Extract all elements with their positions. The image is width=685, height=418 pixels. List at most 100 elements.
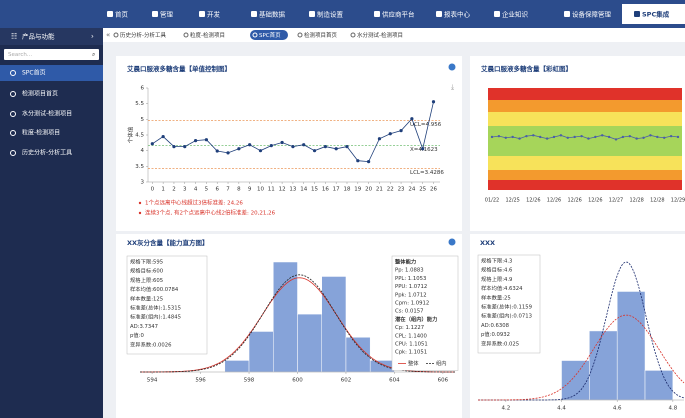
expand-icon[interactable]: ›: [91, 33, 94, 41]
nav-icon: [107, 11, 113, 17]
tab-scroll[interactable]: «: [106, 31, 110, 39]
stat: 规格目标:600: [130, 267, 164, 275]
y-tick-label: 4: [141, 148, 145, 154]
download-icon[interactable]: ⤓: [451, 83, 454, 91]
capability: Pp: 1.0883: [395, 268, 424, 274]
capability: Ppk: 1.0712: [395, 292, 427, 298]
nav-item[interactable]: 报表中心: [444, 10, 471, 19]
point: [635, 137, 638, 140]
sidebar-header: [0, 28, 103, 45]
nav-icon: [564, 11, 570, 17]
x-tick-label: 20: [365, 187, 372, 193]
point: [642, 136, 645, 139]
stat: 标准差(组内):1.4845: [130, 313, 181, 321]
capability: PPL: 1.1053: [395, 276, 426, 282]
x-tick-label: 22: [387, 187, 394, 193]
nav-item[interactable]: 基础数据: [259, 10, 286, 19]
nav-icon: [634, 11, 640, 17]
nav-item[interactable]: 开发: [207, 10, 221, 19]
x-tick-label: 5: [205, 187, 209, 193]
point: [594, 135, 597, 139]
point: [334, 147, 338, 151]
point: [377, 137, 382, 141]
sidebar-item[interactable]: 检测项目首页: [22, 90, 58, 98]
sidebar-item[interactable]: SPC首页: [22, 69, 46, 77]
point: [367, 160, 371, 164]
point: [511, 135, 514, 139]
tab-item[interactable]: 历史分析-分析工具: [120, 31, 166, 39]
nav-item[interactable]: SPC集成: [642, 10, 670, 19]
sidebar-item[interactable]: 粒度-检测项目: [22, 129, 60, 137]
rainbow-bands: [488, 88, 682, 190]
tab-item[interactable]: SPC首页: [259, 31, 281, 39]
x-tick-label: 10: [257, 187, 264, 193]
point: [193, 139, 198, 143]
nav-item[interactable]: 企业知识: [502, 10, 529, 19]
y-tick-label: 3: [141, 180, 145, 186]
point: [573, 135, 576, 139]
x-tick-label: 01/22: [485, 198, 499, 204]
panel: [116, 56, 462, 231]
sidebar-icon: [10, 111, 16, 117]
tab-item[interactable]: 水分测试-检测项目: [357, 31, 403, 39]
point: [490, 135, 494, 139]
tab-item[interactable]: 检测项目首页: [304, 31, 338, 39]
x-tick-label: 4: [194, 187, 198, 193]
bar: [589, 330, 618, 401]
stat: 样本均值:4.6324: [481, 284, 523, 292]
stat: 标准差(组内):0.0713: [481, 312, 532, 320]
nav-item[interactable]: 制造设置: [317, 10, 344, 19]
search-box[interactable]: [4, 49, 99, 60]
y-tick-label: 5: [141, 117, 145, 123]
point: [258, 149, 263, 153]
x-tick-label: 12/26: [547, 198, 561, 204]
point: [150, 142, 154, 146]
capability: CPL: 1.1400: [395, 333, 427, 339]
sidebar-item[interactable]: 水分测试-检测项目: [22, 110, 72, 118]
point: [601, 134, 604, 137]
point: [345, 144, 349, 149]
settings-icon[interactable]: [448, 63, 456, 71]
nav-icon: [309, 11, 315, 17]
point: [356, 159, 360, 163]
sidebar-icon: [10, 130, 16, 136]
bar: [644, 370, 674, 401]
nav-item[interactable]: 首页: [115, 10, 129, 19]
stat: p值:0: [130, 331, 144, 339]
sidebar-item[interactable]: 历史分析-分析工具: [22, 149, 72, 157]
x-tick-label: 602: [341, 378, 352, 384]
stat: 标准差(总体):1.5315: [130, 304, 181, 312]
sidebar-active: [0, 65, 103, 81]
point: [532, 134, 535, 137]
point: [628, 134, 631, 138]
x-tick-label: 11: [268, 187, 275, 193]
nav-item[interactable]: 管理: [160, 10, 174, 19]
stat: 规格下限:595: [130, 258, 163, 266]
nav-item[interactable]: 供应商平台: [382, 10, 415, 19]
sidebar-icon: [10, 91, 16, 97]
point: [587, 137, 590, 140]
point: [497, 134, 501, 138]
search-icon[interactable]: ⌕: [92, 51, 95, 58]
point: [410, 117, 414, 121]
point: [504, 136, 507, 139]
y-tick-label: 3.5: [135, 164, 144, 170]
tab-icon: [183, 32, 189, 38]
y-tick-label: 4.5: [135, 133, 144, 139]
settings-icon[interactable]: [448, 238, 456, 246]
stats-box: [126, 255, 208, 355]
point: [676, 135, 680, 139]
x-tick-label: 8: [237, 187, 241, 193]
x-tick-label: 21: [376, 187, 383, 193]
point: [621, 135, 625, 139]
tab-item[interactable]: 粒度-检测项目: [190, 31, 225, 39]
point: [204, 138, 208, 142]
search-placeholder: Search...: [8, 52, 32, 58]
x-tick-label: 16: [322, 187, 329, 193]
x-tick-label: 12/28: [650, 198, 664, 204]
nav-item[interactable]: 设备保障管理: [572, 10, 612, 19]
panel-title: 艾晨口服液多糖含量【彩虹图】: [481, 64, 572, 73]
menu-icon[interactable]: ☷: [11, 33, 17, 41]
